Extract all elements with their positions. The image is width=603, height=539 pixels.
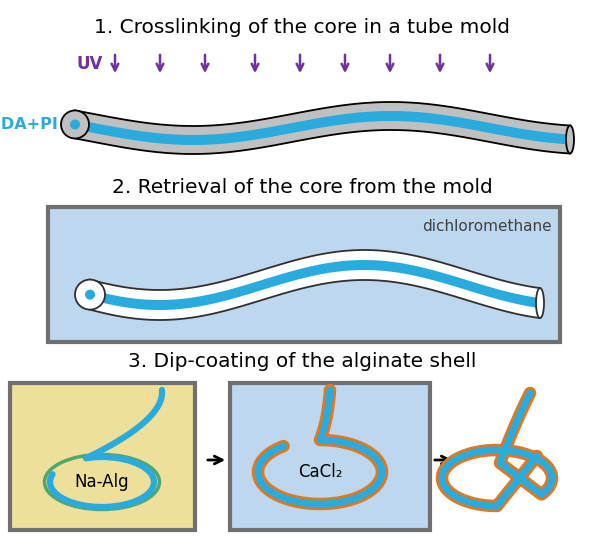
Circle shape [61, 110, 89, 139]
Ellipse shape [536, 288, 544, 318]
Text: 2. Retrieval of the core from the mold: 2. Retrieval of the core from the mold [112, 178, 493, 197]
Ellipse shape [566, 126, 574, 154]
Text: dichloromethane: dichloromethane [422, 219, 552, 234]
Text: UV: UV [77, 55, 103, 73]
Polygon shape [10, 383, 195, 530]
Text: 3. Dip-coating of the alginate shell: 3. Dip-coating of the alginate shell [128, 352, 476, 371]
Polygon shape [75, 102, 570, 154]
Text: CaCl₂: CaCl₂ [298, 463, 343, 481]
Polygon shape [75, 111, 570, 145]
Circle shape [85, 289, 95, 300]
Polygon shape [48, 207, 560, 342]
Circle shape [75, 280, 105, 309]
Text: PEGDA+PI: PEGDA+PI [0, 117, 58, 132]
Text: Na-Alg: Na-Alg [75, 473, 129, 491]
Polygon shape [90, 260, 540, 310]
Polygon shape [230, 383, 430, 530]
Text: 1. Crosslinking of the core in a tube mold: 1. Crosslinking of the core in a tube mo… [94, 18, 510, 37]
Circle shape [70, 120, 80, 129]
Polygon shape [90, 250, 540, 320]
